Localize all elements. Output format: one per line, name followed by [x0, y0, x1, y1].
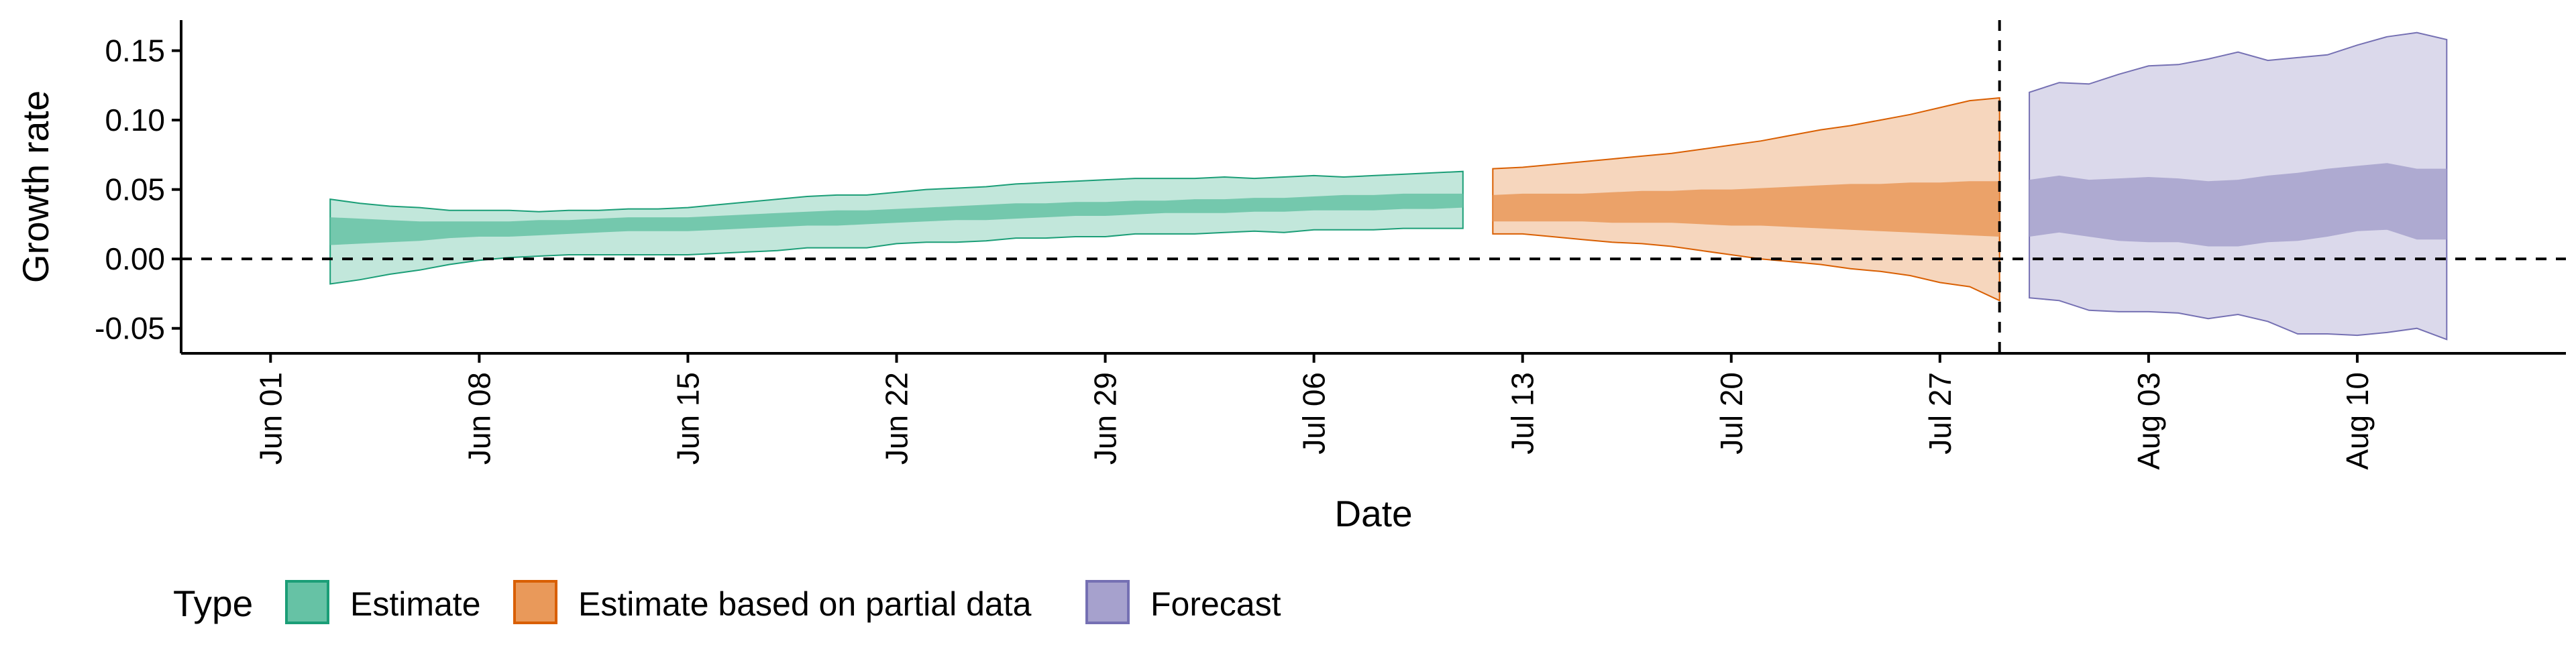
- x-tick-label: Jun 15: [670, 372, 705, 465]
- y-tick-label: 0.15: [105, 34, 165, 68]
- x-tick-label: Jun 29: [1088, 372, 1123, 465]
- x-tick-label: Jul 27: [1923, 372, 1957, 455]
- y-axis-title: Growth rate: [15, 91, 56, 283]
- band-50-estimate-based-on-partial-data: [1493, 181, 2000, 237]
- x-tick-label: Jul 06: [1297, 372, 1332, 455]
- x-tick-label: Jun 22: [879, 372, 914, 465]
- x-tick-label: Aug 03: [2131, 372, 2166, 470]
- x-tick-label: Jul 13: [1505, 372, 1540, 455]
- reference-lines: [181, 20, 2566, 353]
- band-90-estimate: [329, 170, 1464, 285]
- legend-swatch: [1085, 580, 1130, 624]
- legend-entry-label: Forecast: [1150, 585, 1281, 623]
- x-tick-label: Jun 08: [462, 372, 496, 465]
- y-tick-label: 0.10: [105, 103, 165, 137]
- legend-title: Type: [173, 583, 253, 624]
- legend-swatch: [285, 580, 329, 624]
- y-tick-label: -0.05: [95, 311, 165, 346]
- legend-entry-label: Estimate: [350, 585, 481, 623]
- x-tick-label: Aug 10: [2340, 372, 2375, 470]
- x-tick-label: Jun 01: [253, 372, 288, 465]
- y-tick-label: 0.05: [105, 172, 165, 207]
- chart-bands: [329, 32, 2448, 341]
- x-tick-label: Jul 20: [1714, 372, 1749, 455]
- axes: -0.05 0.00 0.05 0.10 0.15 Jun 01 Jun 08 Jun 15 J…: [15, 20, 2566, 534]
- band-50-estimate: [330, 193, 1463, 245]
- legend-swatch: [513, 580, 557, 624]
- band-50-forecast: [2029, 163, 2447, 247]
- x-axis-title: Date: [1334, 493, 1412, 534]
- legend: Type Estimate Estimate based on partial da…: [173, 580, 1281, 624]
- legend-entry-label: Estimate based on partial data: [578, 585, 1032, 623]
- y-tick-label: 0.00: [105, 241, 165, 276]
